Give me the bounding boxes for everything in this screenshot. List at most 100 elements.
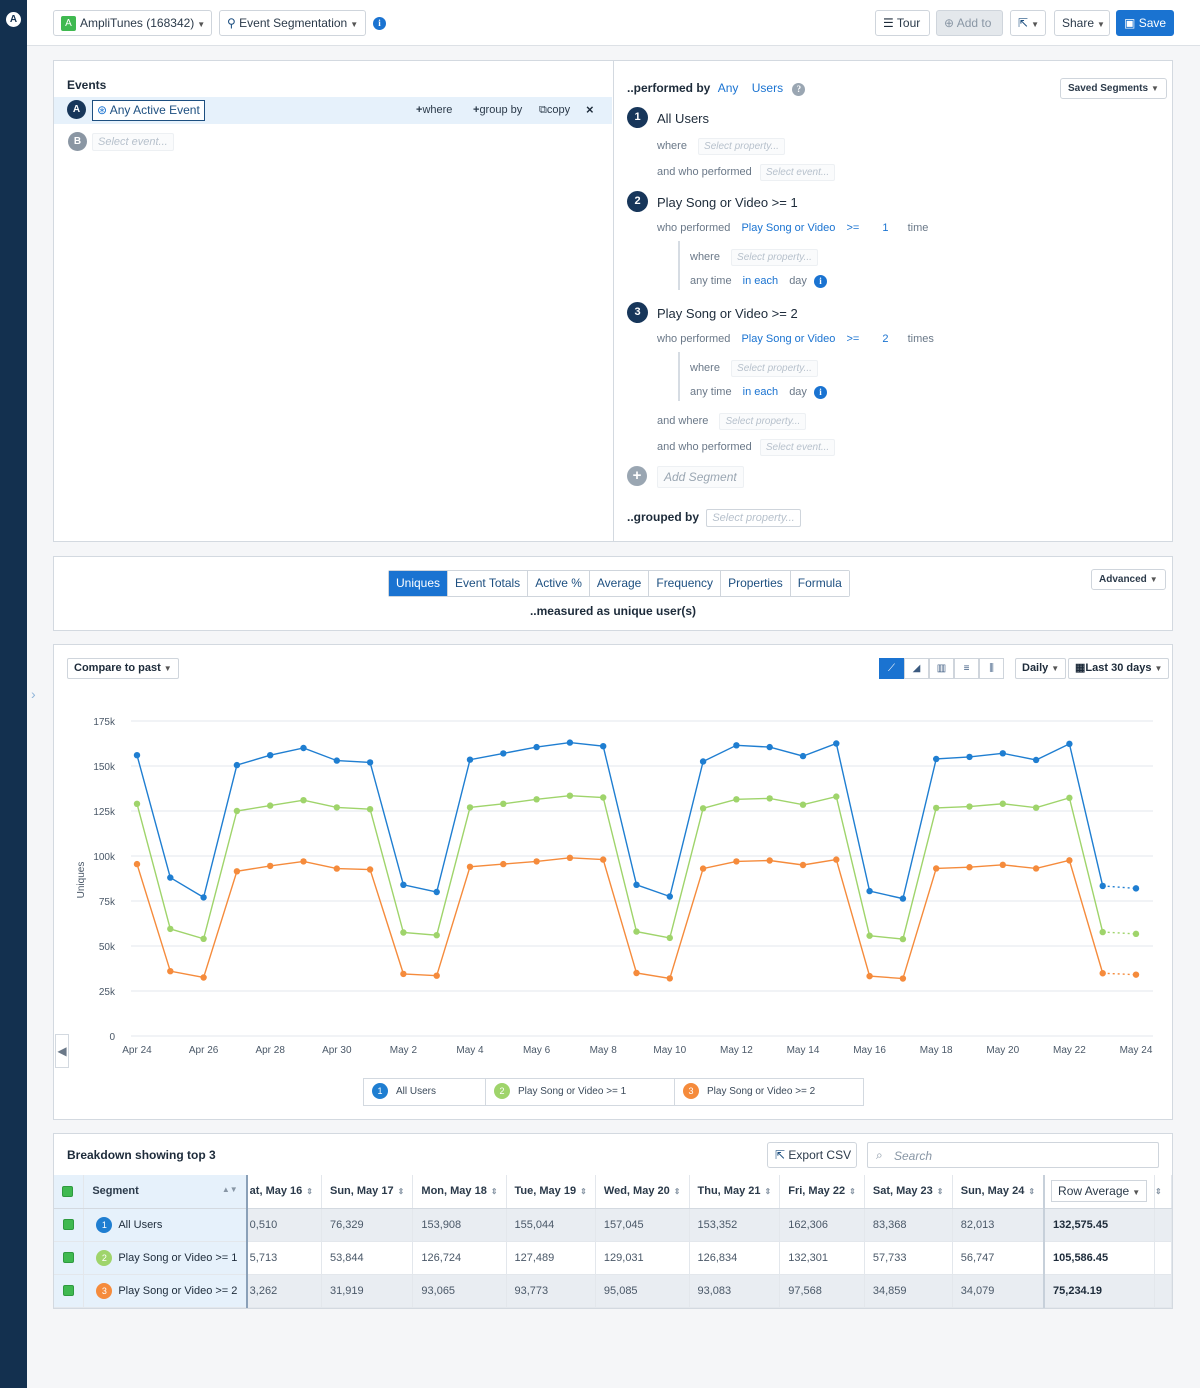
horizontal-bar-view-icon[interactable]: ≡ — [954, 658, 979, 679]
info-icon[interactable]: i — [814, 386, 827, 399]
date-column-header[interactable]: Mon, May 18 ⇕ — [412, 1175, 507, 1209]
add-segment-button[interactable]: Add Segment — [657, 466, 744, 488]
line-chart-view-icon[interactable]: ⟋ — [879, 658, 904, 679]
table-row[interactable]: 3 Play Song or Video >= 2 3,262 31,919 93,06… — [54, 1274, 1173, 1308]
select-property[interactable]: Select property... — [698, 138, 785, 155]
compare-to-past-button[interactable]: Compare to past ▼ — [67, 658, 179, 679]
interval-selector[interactable]: Daily ▼ — [1015, 658, 1067, 679]
data-point — [933, 865, 940, 872]
data-point — [433, 932, 440, 939]
segment-cell[interactable]: 2 Play Song or Video >= 1 — [83, 1241, 248, 1275]
event-copy-action[interactable]: ⧉copy — [539, 104, 570, 117]
row-average-header[interactable]: Row Average ▼ — [1043, 1175, 1155, 1209]
add-to-button[interactable]: ⊕ Add to — [936, 10, 1003, 36]
select-event-b[interactable]: Select event... — [92, 133, 174, 151]
export-share-button[interactable]: ⇱ ▼ — [1010, 10, 1046, 36]
segment-3-operator[interactable]: >= — [846, 333, 860, 345]
select-event[interactable]: Select event... — [759, 164, 836, 181]
event-where-action[interactable]: +where — [416, 104, 452, 116]
tab-frequency[interactable]: Frequency — [649, 571, 722, 596]
segment-cell[interactable]: 1 All Users — [83, 1208, 248, 1242]
event-groupby-action[interactable]: +group by — [473, 104, 522, 116]
column-label: Sun, May 24 — [960, 1185, 1025, 1198]
select-all-checkbox[interactable] — [54, 1175, 85, 1209]
saved-segments-button[interactable]: Saved Segments ▼ — [1060, 78, 1167, 99]
project-selector[interactable]: A AmpliTunes (168342) ▼ — [53, 10, 212, 36]
save-button[interactable]: ▣ Save — [1116, 10, 1174, 36]
users-selector[interactable]: Users — [751, 81, 784, 95]
date-column-header[interactable]: Sat, May 23 ⇕ — [864, 1175, 953, 1209]
stacked-bar-view-icon[interactable]: ⫼ — [979, 658, 1004, 679]
date-column-header[interactable]: Thu, May 21 ⇕ — [689, 1175, 781, 1209]
row-checkbox[interactable] — [54, 1274, 85, 1308]
advanced-button[interactable]: Advanced ▼ — [1091, 569, 1166, 590]
info-icon[interactable]: ? — [792, 83, 806, 96]
expand-sidebar-chevron-icon[interactable]: › — [31, 686, 36, 702]
segment-3-count[interactable]: 2 — [882, 333, 889, 345]
x-tick-label: May 24 — [1120, 1045, 1153, 1056]
date-column-header[interactable]: Sun, May 24 ⇕ — [952, 1175, 1045, 1209]
grouped-by-select[interactable]: Select property... — [706, 509, 801, 527]
row-average-selector[interactable]: Row Average ▼ — [1051, 1180, 1148, 1203]
segment-3-event[interactable]: Play Song or Video — [741, 333, 836, 345]
sort-icon: ▲▼ — [221, 1185, 238, 1195]
date-column-header[interactable]: Tue, May 19 ⇕ — [506, 1175, 596, 1209]
segment-2-count[interactable]: 1 — [882, 222, 889, 234]
tab-properties[interactable]: Properties — [721, 571, 791, 596]
table-cell: 76,329 — [321, 1208, 414, 1242]
info-icon[interactable]: i — [373, 17, 386, 30]
row-checkbox[interactable] — [54, 1241, 85, 1275]
table-cell: 132,301 — [779, 1241, 865, 1275]
segment-2-operator[interactable]: >= — [846, 222, 860, 234]
segment-name-2[interactable]: Play Song or Video >= 1 — [657, 195, 798, 210]
table-row[interactable]: 2 Play Song or Video >= 1 5,713 53,844 126,7… — [54, 1241, 1173, 1275]
tab-formula[interactable]: Formula — [790, 571, 849, 596]
share-button[interactable]: Share ▼ — [1054, 10, 1110, 36]
remove-event-icon[interactable]: × — [586, 102, 594, 117]
segment-name-3[interactable]: Play Song or Video >= 2 — [657, 306, 798, 321]
column-label: Wed, May 20 — [603, 1185, 670, 1198]
in-each-selector[interactable]: in each — [742, 386, 779, 398]
area-chart-view-icon[interactable]: ◢ — [904, 658, 929, 679]
row-checkbox[interactable] — [54, 1208, 85, 1242]
export-csv-button[interactable]: ⇱ Export CSV — [767, 1142, 857, 1168]
date-column-header[interactable]: Sun, May 17 ⇕ — [321, 1175, 414, 1209]
date-column-header[interactable]: at, May 16 ⇕ — [246, 1175, 322, 1209]
segment-column-header[interactable]: Segment ▲▼ — [83, 1175, 248, 1209]
event-row-a[interactable]: A ⊛ Any Active Event +where +group by ⧉c… — [54, 97, 612, 124]
tab-active-percent[interactable]: Active % — [528, 571, 590, 596]
tour-button[interactable]: ☰ Tour — [875, 10, 930, 36]
tab-average[interactable]: Average — [589, 571, 650, 596]
table-row[interactable]: 1 All Users 0,510 76,329 153,908 155,044 157,0… — [54, 1208, 1173, 1242]
segment-cell[interactable]: 3 Play Song or Video >= 2 — [83, 1274, 248, 1308]
info-icon[interactable]: i — [814, 275, 827, 288]
data-point — [666, 975, 673, 982]
tab-event-totals[interactable]: Event Totals — [448, 571, 529, 596]
legend-item-1[interactable]: 1 All Users — [363, 1078, 486, 1106]
legend-item-2[interactable]: 2 Play Song or Video >= 1 — [485, 1078, 675, 1106]
sort-column-header[interactable]: ⇕ — [1154, 1175, 1173, 1209]
segment-2-event[interactable]: Play Song or Video — [741, 222, 836, 234]
date-range-selector[interactable]: ▦Last 30 days ▼ — [1068, 658, 1170, 679]
segment-1-who-performed: and who performed Select event... — [657, 164, 836, 181]
select-property[interactable]: Select property... — [731, 249, 818, 266]
breakdown-search-input[interactable]: ⌕ Search — [867, 1142, 1159, 1168]
chart-scroll-left-icon[interactable]: ◀ — [55, 1034, 69, 1068]
segment-name-1[interactable]: All Users — [657, 111, 710, 126]
in-each-selector[interactable]: in each — [742, 275, 779, 287]
segment-number-badge: 3 — [96, 1282, 113, 1299]
any-event-icon: ⊛ — [97, 103, 108, 117]
date-column-header[interactable]: Wed, May 20 ⇕ — [595, 1175, 690, 1209]
amplitude-logo-icon[interactable]: A — [6, 12, 21, 27]
legend-item-3[interactable]: 3 Play Song or Video >= 2 — [674, 1078, 864, 1106]
date-column-header[interactable]: Fri, May 22 ⇕ — [779, 1175, 865, 1209]
chart-type-selector[interactable]: ⚲ Event Segmentation ▼ — [219, 10, 366, 36]
any-selector[interactable]: Any — [717, 81, 739, 95]
select-property[interactable]: Select property... — [719, 413, 807, 430]
tab-uniques[interactable]: Uniques — [389, 571, 449, 596]
event-selector-a[interactable]: ⊛ Any Active Event — [92, 100, 205, 121]
select-property[interactable]: Select property... — [731, 360, 818, 377]
bar-chart-view-icon[interactable]: ▥ — [929, 658, 954, 679]
add-segment-plus-icon[interactable]: + — [627, 466, 647, 486]
select-event[interactable]: Select event... — [759, 439, 836, 456]
